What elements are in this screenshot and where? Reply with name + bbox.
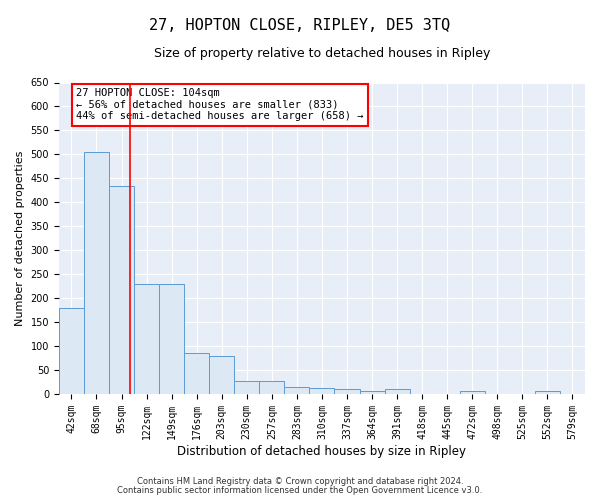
Bar [310, 388, 334, 394]
Bar [334, 389, 359, 394]
Text: 27 HOPTON CLOSE: 104sqm
← 56% of detached houses are smaller (833)
44% of semi-d: 27 HOPTON CLOSE: 104sqm ← 56% of detache… [76, 88, 364, 122]
Title: Size of property relative to detached houses in Ripley: Size of property relative to detached ho… [154, 48, 490, 60]
Bar [184, 353, 209, 394]
Bar [234, 380, 259, 394]
Text: 27, HOPTON CLOSE, RIPLEY, DE5 3TQ: 27, HOPTON CLOSE, RIPLEY, DE5 3TQ [149, 18, 451, 32]
Bar [385, 389, 410, 394]
Bar [209, 356, 234, 394]
Y-axis label: Number of detached properties: Number of detached properties [15, 150, 25, 326]
Bar [159, 284, 184, 394]
Text: Contains public sector information licensed under the Open Government Licence v3: Contains public sector information licen… [118, 486, 482, 495]
Bar [84, 152, 109, 394]
Bar [259, 380, 284, 394]
Bar [109, 186, 134, 394]
Bar [59, 308, 84, 394]
Bar [284, 387, 310, 394]
Bar [359, 391, 385, 394]
X-axis label: Distribution of detached houses by size in Ripley: Distribution of detached houses by size … [178, 444, 466, 458]
Bar [535, 391, 560, 394]
Text: Contains HM Land Registry data © Crown copyright and database right 2024.: Contains HM Land Registry data © Crown c… [137, 477, 463, 486]
Bar [460, 391, 485, 394]
Bar [134, 284, 159, 394]
